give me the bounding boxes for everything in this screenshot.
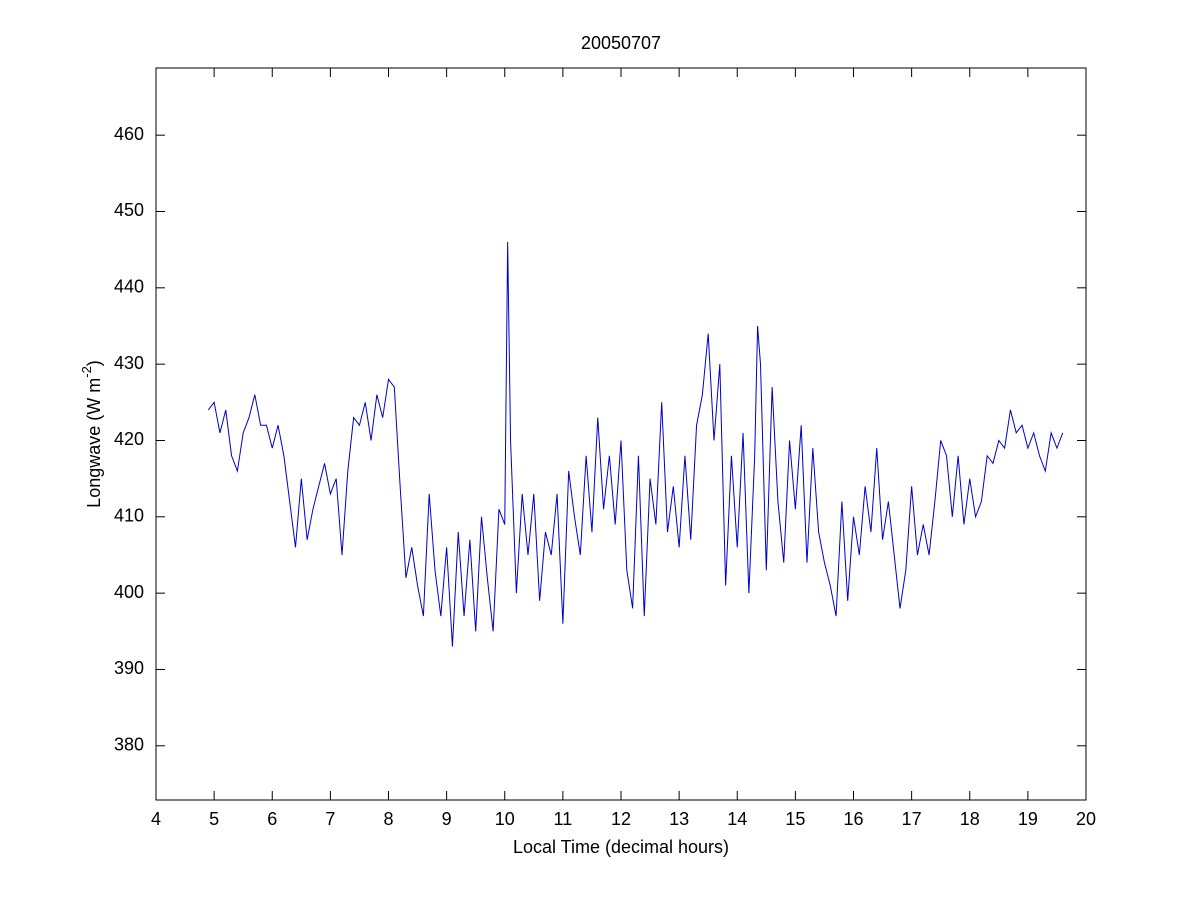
chart-title: 20050707 bbox=[581, 33, 661, 53]
x-tick-label: 10 bbox=[495, 809, 515, 829]
y-axis-label: Longwave (W m-2) bbox=[79, 360, 103, 508]
data-line bbox=[207, 242, 1064, 647]
y-tick-label: 410 bbox=[114, 506, 144, 526]
x-tick-label: 13 bbox=[669, 809, 689, 829]
y-label-text: Longwave (W m bbox=[84, 378, 104, 508]
x-tick-label: 17 bbox=[902, 809, 922, 829]
x-axis-label: Local Time (decimal hours) bbox=[513, 837, 729, 857]
x-tick-label: 16 bbox=[843, 809, 863, 829]
x-tick-label: 4 bbox=[151, 809, 161, 829]
x-tick-label: 11 bbox=[554, 809, 573, 829]
x-tick-label: 12 bbox=[611, 809, 631, 829]
x-tick-label: 20 bbox=[1076, 809, 1096, 829]
y-tick-label: 400 bbox=[114, 582, 144, 602]
y-tick-label: 450 bbox=[114, 200, 144, 220]
x-tick-label: 6 bbox=[267, 809, 277, 829]
x-tick-label: 5 bbox=[209, 809, 219, 829]
y-label-end: ) bbox=[84, 360, 104, 366]
y-tick-label: 380 bbox=[114, 735, 144, 755]
y-tick-label: 430 bbox=[114, 353, 144, 373]
x-tick-label: 9 bbox=[442, 809, 452, 829]
y-tick-label: 390 bbox=[114, 658, 144, 678]
x-tick-label: 7 bbox=[325, 809, 335, 829]
x-tick-label: 19 bbox=[1018, 809, 1038, 829]
y-tick-label: 420 bbox=[114, 429, 144, 449]
x-tick-label: 14 bbox=[727, 809, 747, 829]
x-tick-label: 15 bbox=[785, 809, 805, 829]
y-tick-label: 440 bbox=[114, 277, 144, 297]
y-tick-label: 460 bbox=[114, 124, 144, 144]
x-tick-label: 18 bbox=[960, 809, 980, 829]
x-tick-label: 8 bbox=[383, 809, 393, 829]
y-label-sup: -2 bbox=[79, 366, 94, 378]
